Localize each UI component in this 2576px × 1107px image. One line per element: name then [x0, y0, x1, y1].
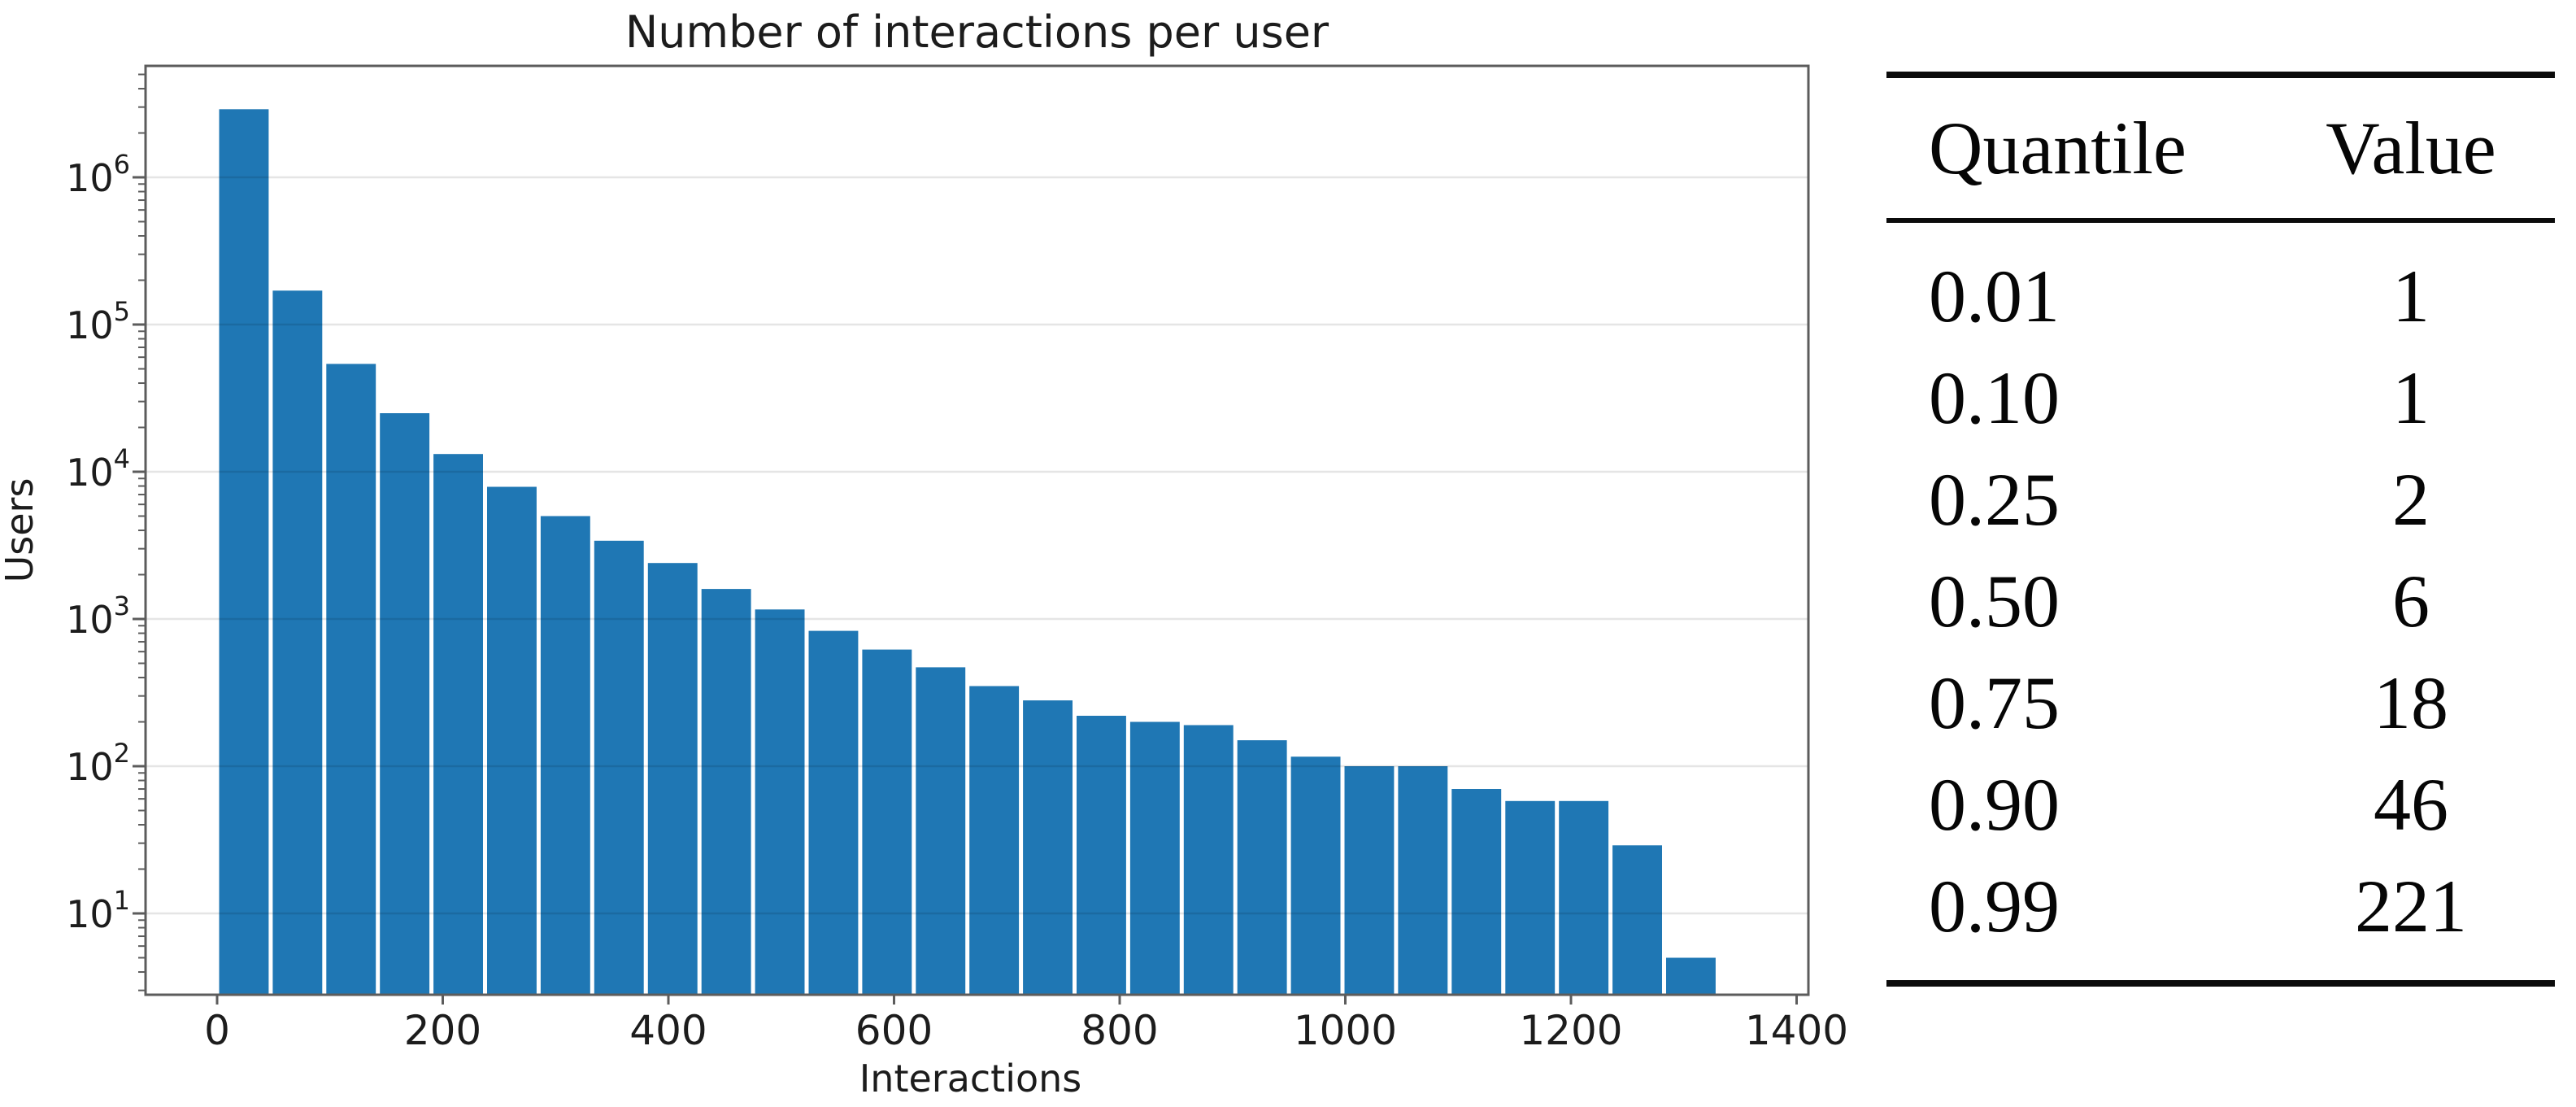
- table-rule-header: [1886, 218, 2555, 223]
- histogram-bar: [1612, 845, 1662, 995]
- y-tick-label: 106: [66, 149, 130, 200]
- value-column-header: Value: [2326, 107, 2496, 190]
- histogram-bar: [1290, 756, 1341, 995]
- x-tick-label: 200: [404, 1007, 481, 1054]
- y-tick-label: 102: [66, 738, 130, 789]
- histogram-bar: [1451, 789, 1502, 995]
- value-cell: 2: [2392, 457, 2430, 541]
- histogram-bar: [219, 109, 269, 995]
- histogram-bar: [1559, 800, 1609, 995]
- value-cell: 6: [2392, 559, 2430, 643]
- quantile-cell: 0.90: [1929, 762, 2060, 846]
- histogram-bar: [1344, 766, 1395, 995]
- histogram-bar: [1666, 957, 1716, 995]
- table-row: 0.50 6: [1886, 550, 2555, 652]
- x-tick-label: 1200: [1519, 1007, 1622, 1054]
- histogram-bar: [916, 667, 966, 995]
- quantile-cell: 0.25: [1929, 457, 2060, 541]
- histogram-bar: [1023, 700, 1073, 995]
- histogram-bar: [969, 686, 1020, 995]
- quantile-cell: 0.10: [1929, 355, 2060, 439]
- histogram-bar: [487, 486, 537, 995]
- histogram-bar: [1077, 716, 1126, 995]
- table-row: 0.25 2: [1886, 448, 2555, 550]
- histogram-bar: [326, 364, 376, 995]
- histogram-bar: [380, 413, 430, 995]
- histogram-bar: [540, 516, 590, 995]
- table-rule-top: [1886, 72, 2555, 78]
- histogram-bar: [647, 563, 698, 995]
- histogram-bar: [1398, 766, 1448, 995]
- quantile-cell: 0.75: [1929, 660, 2060, 744]
- chart-title: Number of interactions per user: [625, 7, 1329, 58]
- histogram-bar: [594, 540, 644, 995]
- y-axis-label: Users: [0, 478, 41, 583]
- table-header-row: Quantile Value: [1886, 78, 2555, 218]
- histogram-bar: [1129, 721, 1180, 995]
- table-row: 0.99 221: [1886, 855, 2555, 957]
- histogram-bar: [1237, 740, 1287, 995]
- table-row: 0.90 46: [1886, 753, 2555, 855]
- x-tick-label: 1000: [1294, 1007, 1397, 1054]
- quantile-cell: 0.01: [1929, 254, 2060, 338]
- x-tick-label: 800: [1081, 1007, 1158, 1054]
- table-row: 0.75 18: [1886, 652, 2555, 753]
- x-axis-label: Interactions: [859, 1057, 1082, 1100]
- histogram-bar: [862, 649, 912, 995]
- table-row: 0.01 1: [1886, 245, 2555, 346]
- y-tick-label: 105: [66, 296, 130, 347]
- table-rule-bottom: [1886, 980, 2555, 987]
- quantile-cell: 0.50: [1929, 559, 2060, 643]
- value-cell: 1: [2392, 254, 2430, 338]
- table-body: 0.01 1 0.10 1 0.25 2 0.50 6 0.75 18 0.90 46 0.99 221: [1886, 245, 2555, 957]
- histogram-bar: [808, 630, 859, 995]
- value-cell: 1: [2392, 355, 2430, 439]
- y-tick-label: 103: [66, 591, 130, 642]
- histogram-bar: [1505, 800, 1556, 995]
- histogram-bar: [433, 454, 483, 995]
- x-tick-label: 600: [855, 1007, 933, 1054]
- histogram-bar: [272, 290, 323, 995]
- histogram-bar: [755, 609, 805, 995]
- table-row: 0.10 1: [1886, 346, 2555, 448]
- y-tick-label: 104: [66, 443, 130, 495]
- histogram-bar: [701, 589, 751, 995]
- quantile-column-header: Quantile: [1929, 107, 2187, 190]
- value-cell: 46: [2374, 762, 2448, 846]
- x-tick-label: 0: [204, 1007, 230, 1054]
- histogram-bar: [1183, 725, 1234, 995]
- quantile-table: Quantile Value 0.01 1 0.10 1 0.25 2 0.50 6 0.75 1…: [1886, 72, 2555, 991]
- quantile-cell: 0.99: [1929, 864, 2060, 948]
- value-cell: 221: [2355, 864, 2467, 948]
- y-tick-label: 101: [66, 885, 130, 936]
- x-tick-label: 1400: [1745, 1007, 1848, 1054]
- x-tick-label: 400: [629, 1007, 707, 1054]
- value-cell: 18: [2374, 660, 2448, 744]
